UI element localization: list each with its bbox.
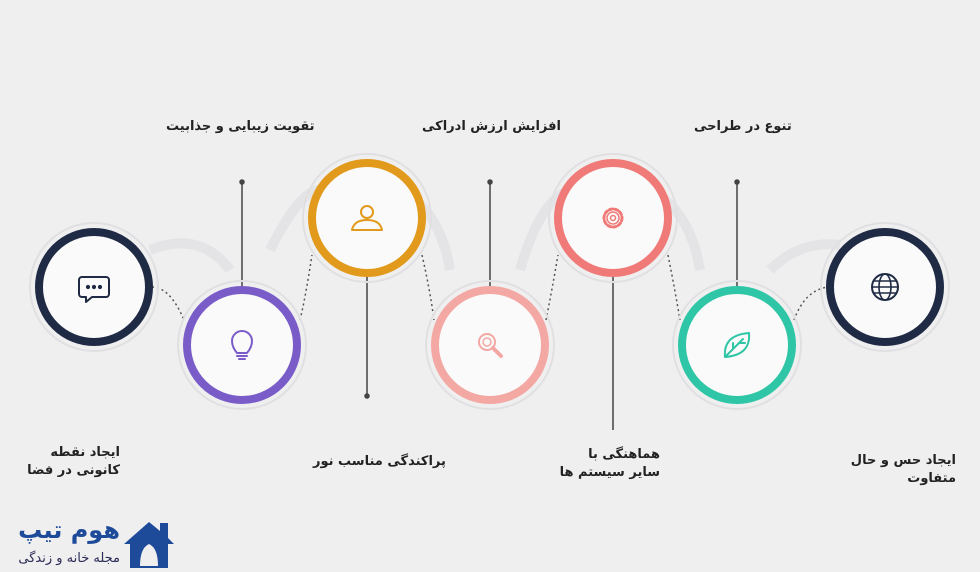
step-label-6: تنوع در طراحی — [694, 119, 792, 134]
search-icon — [478, 333, 503, 358]
globe-icon — [871, 273, 899, 301]
step-label-3: پراکندگی مناسب نور — [313, 454, 446, 469]
step-label-5: هماهنگی با سایر سیستم ها — [559, 447, 660, 480]
step-label-2: تقویت زیبایی و جذابیت — [166, 119, 315, 134]
user-icon — [351, 205, 383, 231]
step-circle-6 — [672, 280, 802, 410]
step-circle-7 — [820, 222, 950, 352]
step-circle-2 — [177, 280, 307, 410]
logo-title: هوم تیپ — [18, 516, 120, 544]
gear-icon — [602, 207, 624, 229]
house-logo-icon — [124, 522, 174, 568]
step-circle-5 — [548, 153, 678, 283]
leaf-icon — [723, 332, 751, 358]
lightbulb-icon — [231, 330, 253, 360]
step-circle-3 — [302, 153, 432, 283]
pointer-lines — [239, 179, 740, 430]
step-label-7: ایجاد حس و حال متفاوت — [850, 453, 956, 486]
step-label-1: ایجاد نقطه کانونی در فضا — [27, 445, 120, 478]
step-circle-4 — [425, 280, 555, 410]
logo-subtitle: مجله خانه و زندگی — [18, 551, 120, 566]
chat-bubble-icon — [78, 276, 110, 303]
step-label-4: افزایش ارزش ادراکی — [422, 119, 561, 134]
step-circle-1 — [29, 222, 159, 352]
